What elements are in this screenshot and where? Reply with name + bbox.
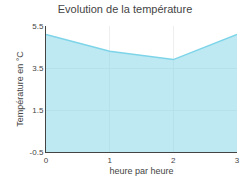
svg-text:2: 2 bbox=[171, 156, 176, 165]
svg-text:-0.5: -0.5 bbox=[30, 148, 44, 157]
svg-text:Evolution de la température: Evolution de la température bbox=[58, 3, 193, 15]
svg-text:1.5: 1.5 bbox=[32, 106, 44, 115]
svg-text:3: 3 bbox=[235, 156, 240, 165]
svg-text:0: 0 bbox=[44, 156, 49, 165]
svg-text:heure par heure: heure par heure bbox=[109, 166, 173, 176]
svg-text:Température en °C: Température en °C bbox=[15, 51, 25, 127]
svg-text:1: 1 bbox=[107, 156, 112, 165]
svg-text:3.5: 3.5 bbox=[32, 64, 44, 73]
svg-text:5.5: 5.5 bbox=[32, 22, 44, 31]
